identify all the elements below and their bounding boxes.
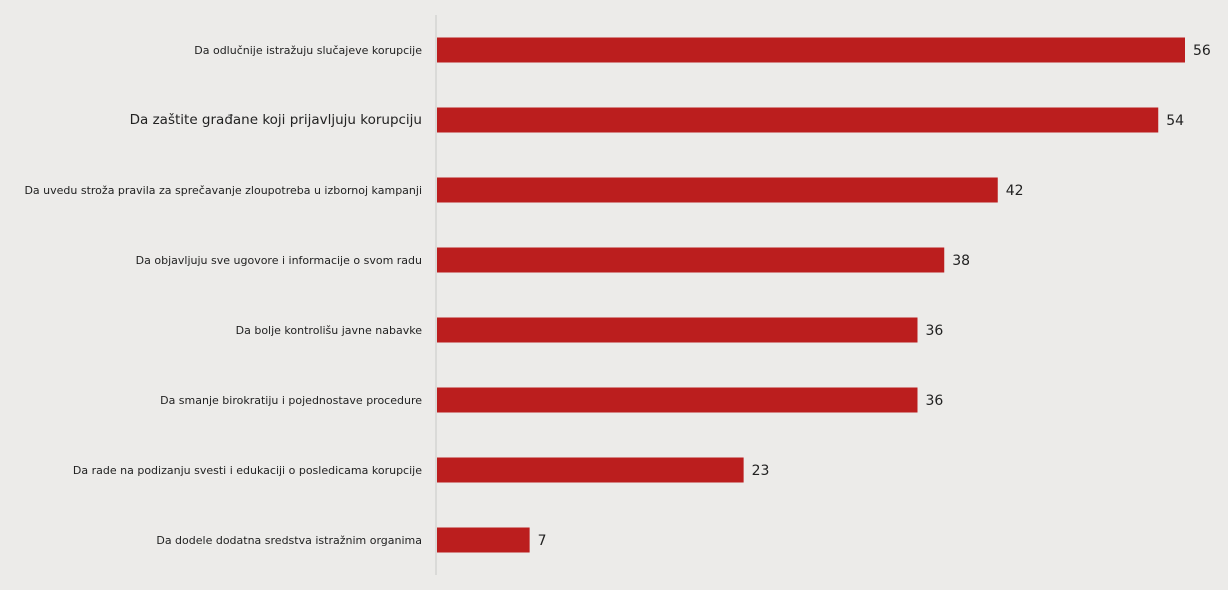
bar — [437, 457, 744, 483]
category-label: Da bolje kontrolišu javne nabavke — [236, 324, 423, 337]
category-label: Da odlučnije istražuju slučajeve korupci… — [194, 44, 422, 57]
data-label: 54 — [1166, 113, 1184, 129]
data-label: 23 — [752, 463, 770, 479]
bar — [437, 247, 945, 273]
bar — [437, 37, 1185, 63]
category-label: Da smanje birokratiju i pojednostave pro… — [160, 394, 422, 407]
bar — [437, 527, 530, 553]
category-label: Da zaštite građane koji prijavljuju koru… — [130, 112, 422, 128]
data-label: 36 — [926, 393, 944, 409]
data-label: 36 — [926, 323, 944, 339]
data-label: 56 — [1193, 43, 1211, 59]
data-label: 42 — [1006, 183, 1024, 199]
data-label: 38 — [952, 253, 970, 269]
bar — [437, 317, 918, 343]
category-label: Da objavljuju sve ugovore i informacije … — [136, 254, 422, 267]
bar — [437, 177, 998, 203]
category-label: Da dodele dodatna sredstva istražnim org… — [156, 534, 422, 547]
bar — [437, 107, 1159, 133]
bar — [437, 387, 918, 413]
category-label: Da rade na podizanju svesti i edukaciji … — [73, 464, 422, 477]
category-label: Da uvedu stroža pravila za sprečavanje z… — [24, 184, 422, 197]
data-label: 7 — [538, 533, 547, 549]
